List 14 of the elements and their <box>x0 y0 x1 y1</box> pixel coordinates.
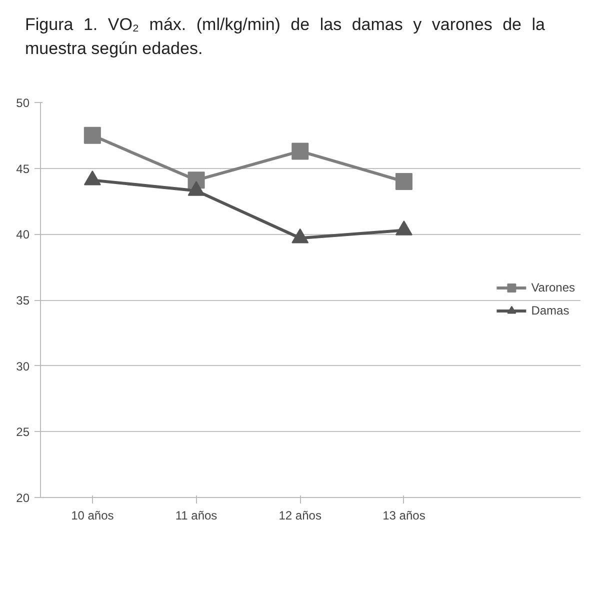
x-tick-label: 13 años <box>382 508 426 522</box>
x-tick-label: 12 años <box>278 508 322 522</box>
x-tick-label: 11 años <box>175 508 218 522</box>
y-tick-label: 35 <box>16 293 30 308</box>
y-tick-label: 20 <box>16 490 30 505</box>
y-tick-label: 50 <box>16 96 30 110</box>
chart-title: Figura 1. VO₂ máx. (ml/kg/min) de las damas y varones de la muestra según edades. <box>25 14 545 60</box>
x-tick-label: 10 años <box>71 508 114 522</box>
y-tick-label: 45 <box>16 161 30 176</box>
y-tick-label: 40 <box>16 227 30 242</box>
legend-label: Damas <box>531 304 570 318</box>
legend-label: Varones <box>531 280 575 295</box>
y-tick-label: 30 <box>16 358 30 373</box>
y-tick-label: 25 <box>16 424 30 439</box>
